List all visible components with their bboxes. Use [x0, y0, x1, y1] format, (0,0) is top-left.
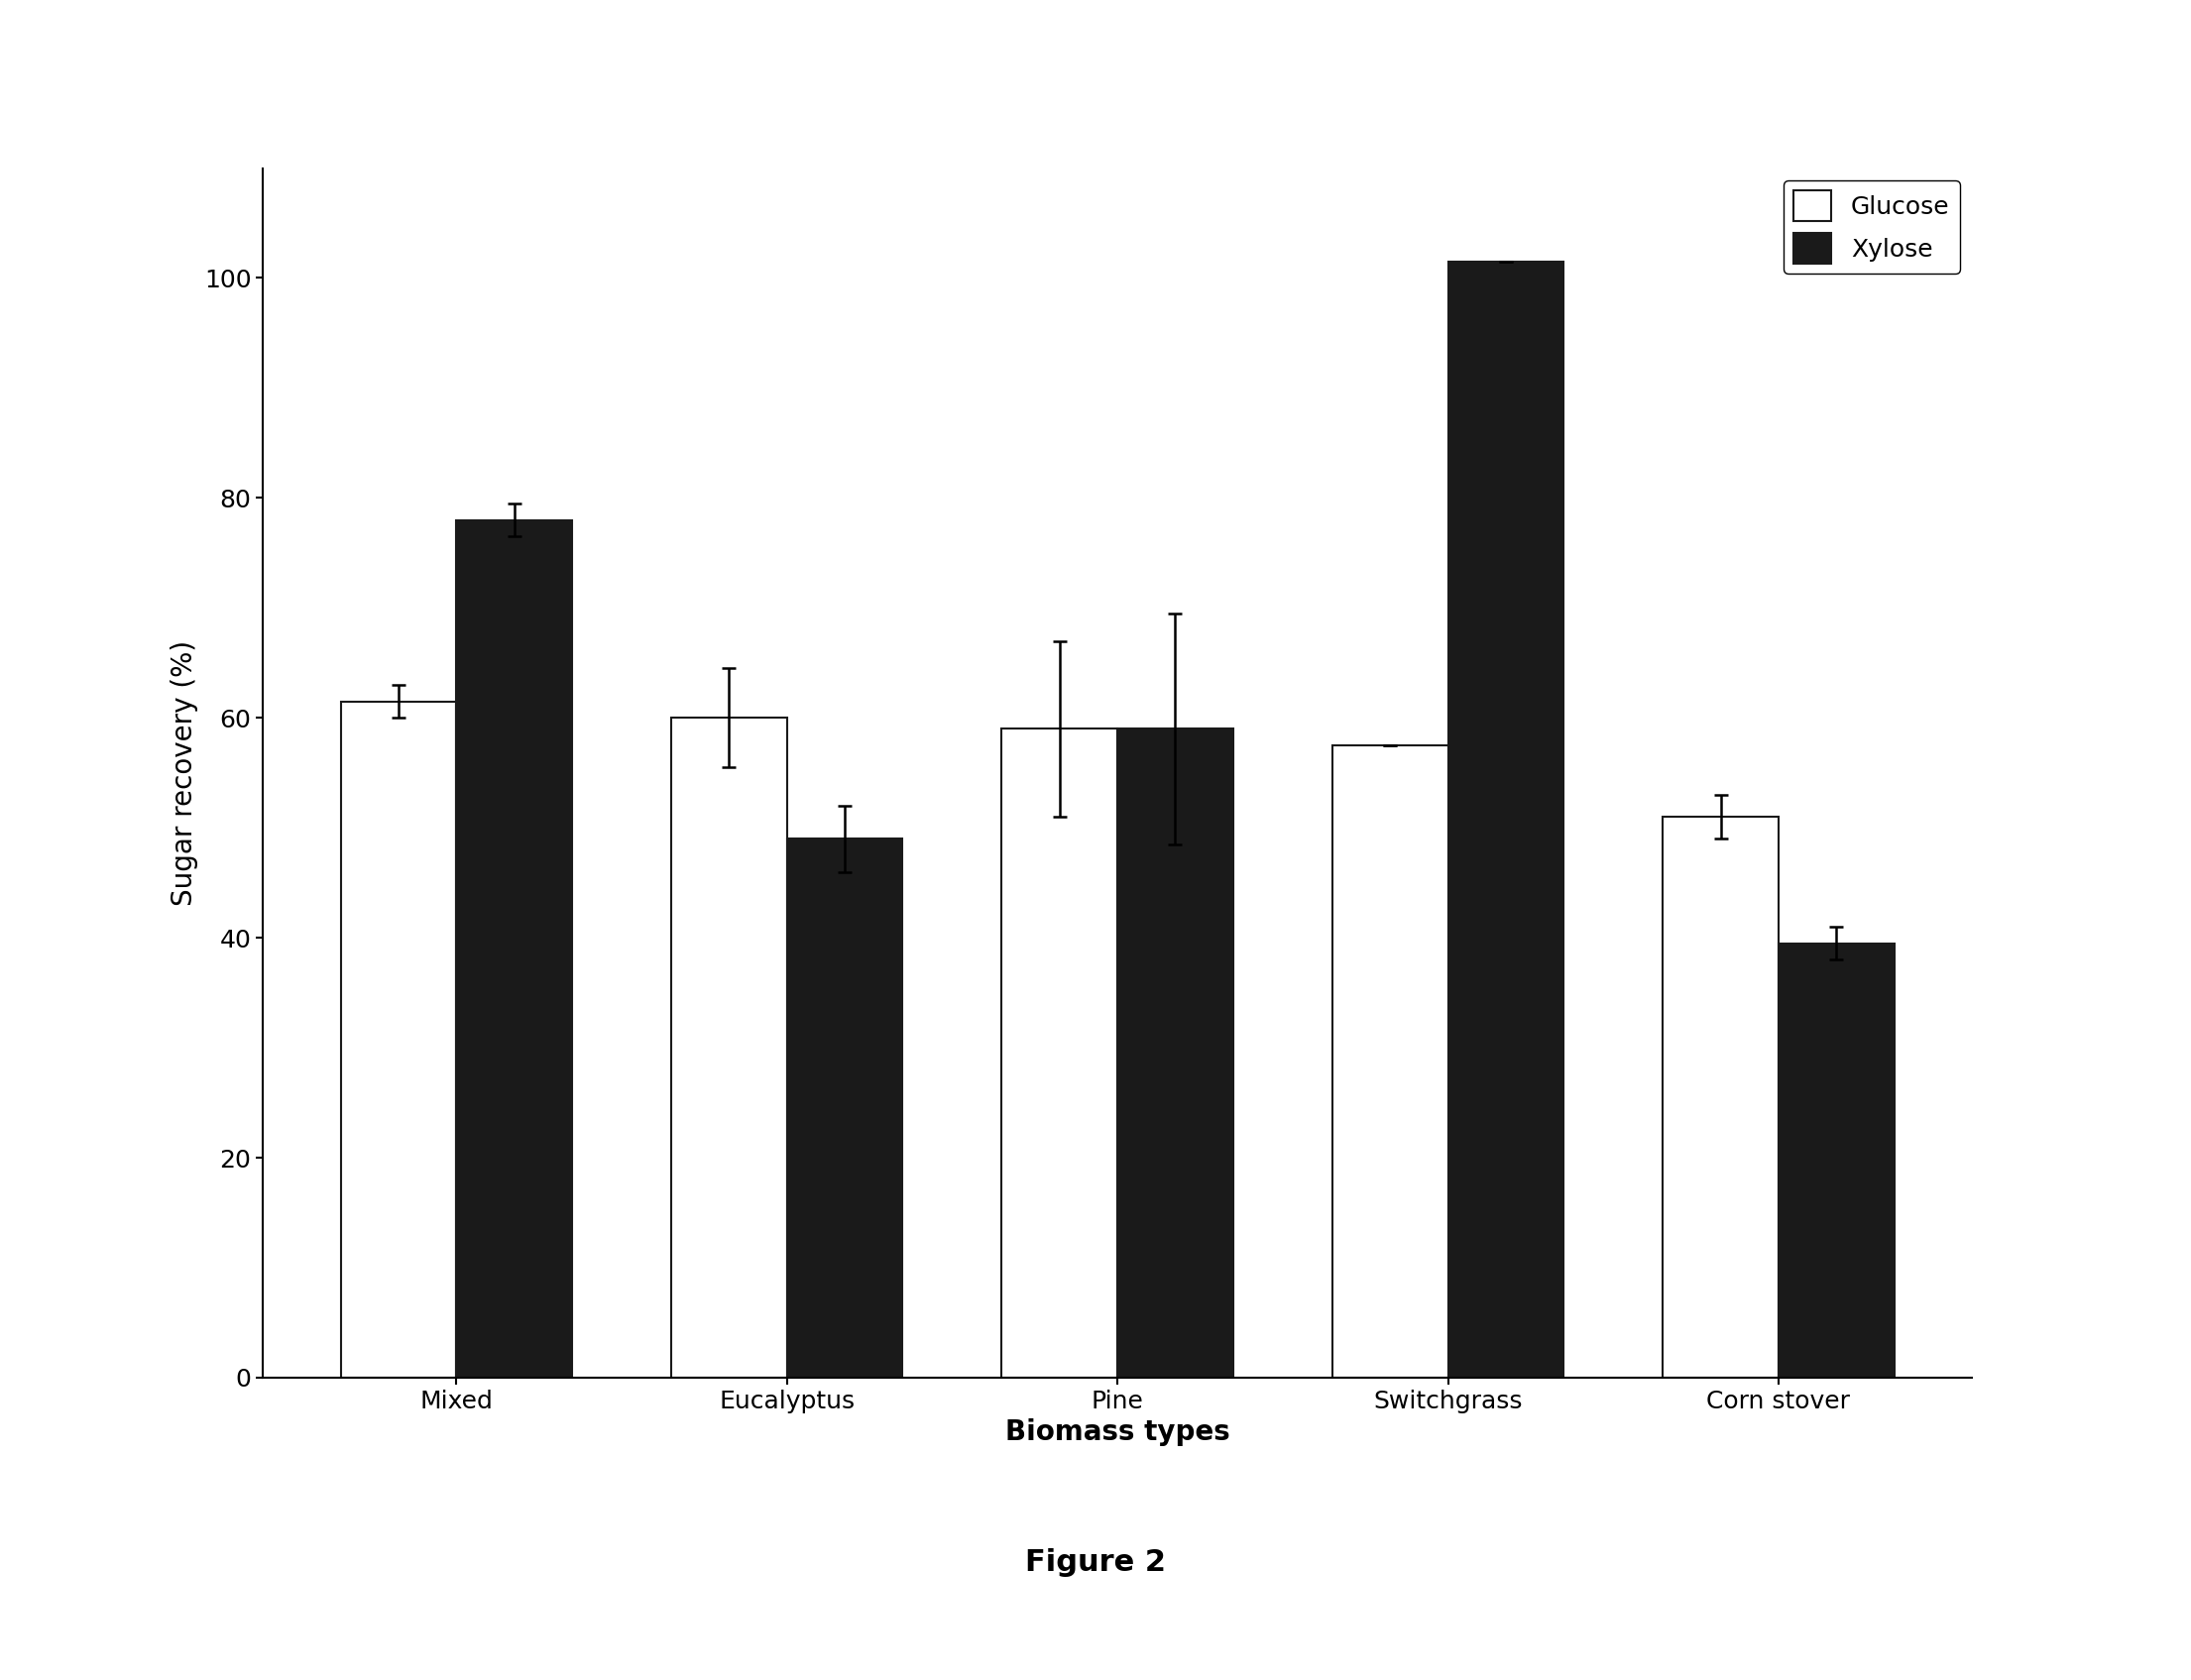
Text: Figure 2: Figure 2	[1025, 1547, 1166, 1578]
Bar	[1448, 262, 1564, 1378]
Bar	[1779, 942, 1895, 1378]
Legend: Glucose, Xylose: Glucose, Xylose	[1783, 180, 1959, 274]
Bar	[787, 838, 903, 1378]
Bar	[1332, 746, 1448, 1378]
Bar	[1117, 729, 1234, 1378]
Bar	[1663, 816, 1779, 1378]
Bar	[340, 701, 456, 1378]
Bar	[670, 717, 787, 1378]
Bar	[456, 519, 572, 1378]
X-axis label: Biomass types: Biomass types	[1006, 1418, 1229, 1446]
Bar	[1001, 729, 1117, 1378]
Y-axis label: Sugar recovery (%): Sugar recovery (%)	[171, 640, 199, 906]
